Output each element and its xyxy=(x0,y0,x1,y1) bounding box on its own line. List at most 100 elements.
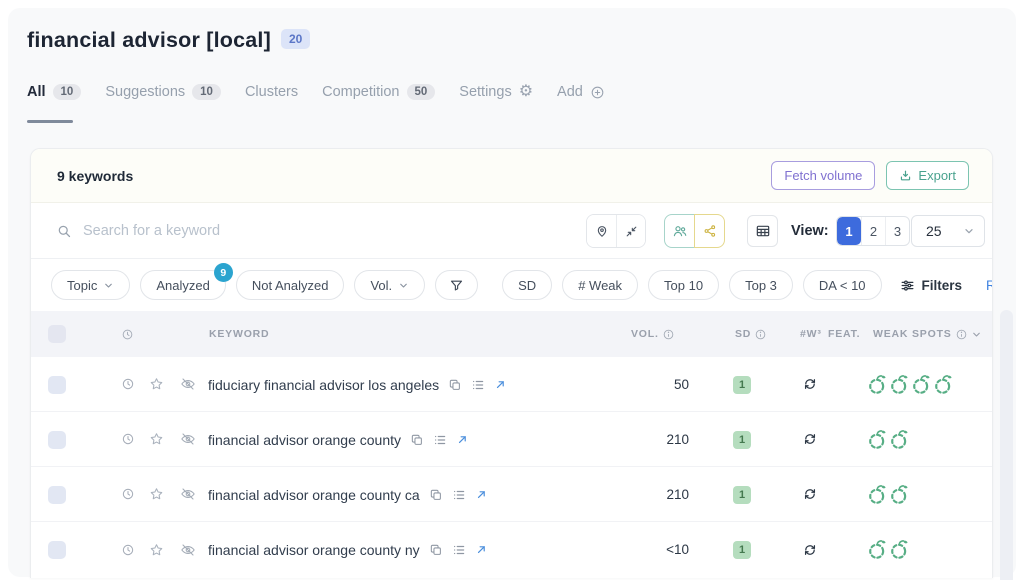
tab-all-label: All xyxy=(27,84,46,100)
copy-icon[interactable] xyxy=(429,488,443,502)
weak-spots-fruits xyxy=(867,412,910,467)
star-icon[interactable] xyxy=(149,542,164,557)
search-input[interactable] xyxy=(83,217,523,245)
view-option-1[interactable]: 1 xyxy=(837,217,861,245)
eye-off-icon[interactable] xyxy=(180,486,196,502)
vol-column-header[interactable]: VOL. xyxy=(631,311,674,357)
collapse-arrows-button[interactable] xyxy=(616,215,645,247)
filter-chip-weak[interactable]: # Weak xyxy=(562,270,639,300)
weak-spots-fruits xyxy=(867,357,954,412)
tab-clusters[interactable]: Clusters xyxy=(245,84,298,100)
tab-settings[interactable]: Settings ⚙ xyxy=(459,84,533,101)
people-button[interactable] xyxy=(664,214,695,248)
share-button[interactable] xyxy=(694,214,725,248)
fruit-icon xyxy=(869,375,886,394)
filter-chip-vol[interactable]: Vol. xyxy=(354,270,426,300)
tab-all-count: 10 xyxy=(52,84,82,100)
select-all-checkbox[interactable] xyxy=(48,325,66,343)
copy-icon[interactable] xyxy=(448,378,462,392)
chevron-down-icon xyxy=(398,280,409,291)
filter-chip-analyzed[interactable]: Analyzed 9 xyxy=(140,263,233,300)
tab-competition[interactable]: Competition 50 xyxy=(322,84,436,100)
fruit-icon xyxy=(869,540,886,559)
sliders-icon xyxy=(900,278,915,293)
keyword-text[interactable]: financial advisor orange county xyxy=(208,431,402,448)
export-button[interactable]: Export xyxy=(886,161,969,190)
serp-list-icon[interactable] xyxy=(452,543,466,557)
external-link-icon[interactable] xyxy=(475,488,488,501)
tab-add-label: Add xyxy=(557,84,583,100)
w3-column-header[interactable]: #W³ xyxy=(800,328,822,340)
fruit-icon xyxy=(935,375,952,394)
row-checkbox[interactable] xyxy=(48,486,66,504)
page-size-dropdown[interactable]: 25 xyxy=(911,215,985,247)
row-checkbox[interactable] xyxy=(48,541,66,559)
weak-spots-fruits xyxy=(867,467,910,522)
refresh-icon[interactable] xyxy=(803,377,817,391)
volume-value: <10 xyxy=(666,542,689,557)
analyzed-count-badge: 9 xyxy=(213,263,233,282)
tab-competition-count: 50 xyxy=(406,84,436,100)
volume-value: 50 xyxy=(673,377,689,392)
tab-settings-label: Settings xyxy=(459,84,512,100)
card-header: 9 keywords Fetch volume Export xyxy=(31,149,992,203)
table-view-button[interactable] xyxy=(747,215,778,247)
view-label: View: xyxy=(791,223,829,239)
weak-spots-column-header[interactable]: WEAK SPOTS xyxy=(873,311,982,357)
filter-chip-topic[interactable]: Topic xyxy=(51,270,131,300)
clock-icon[interactable] xyxy=(121,487,135,501)
filter-chip-not-analyzed[interactable]: Not Analyzed xyxy=(235,270,345,300)
external-link-icon[interactable] xyxy=(475,543,488,556)
eye-off-icon[interactable] xyxy=(180,376,196,392)
eye-off-icon[interactable] xyxy=(180,542,196,558)
search-toolbar: View: 1 2 3 25 xyxy=(31,203,992,259)
filter-chip-sd[interactable]: SD xyxy=(502,270,553,300)
refresh-icon[interactable] xyxy=(803,487,817,501)
keyword-text[interactable]: financial advisor orange county ca xyxy=(208,486,420,503)
filter-chip-da[interactable]: DA < 10 xyxy=(802,270,882,300)
funnel-filter-chip[interactable] xyxy=(435,270,479,300)
table-row: financial advisor orange county ca 210 1 xyxy=(31,467,992,522)
keyword-text[interactable]: financial advisor orange county ny xyxy=(208,541,420,558)
clock-icon[interactable] xyxy=(121,543,135,557)
location-pin-button[interactable] xyxy=(587,215,616,247)
serp-list-icon[interactable] xyxy=(471,378,485,392)
external-link-icon[interactable] xyxy=(494,378,507,391)
serp-list-icon[interactable] xyxy=(433,433,447,447)
view-option-3[interactable]: 3 xyxy=(885,217,909,245)
clock-icon[interactable] xyxy=(121,377,135,391)
tab-suggestions-count: 10 xyxy=(192,84,221,100)
keyword-column-header[interactable]: KEYWORD xyxy=(209,328,270,340)
tab-suggestions[interactable]: Suggestions 10 xyxy=(105,84,221,100)
clock-column-icon[interactable] xyxy=(121,311,134,357)
eye-off-icon[interactable] xyxy=(180,431,196,447)
row-checkbox[interactable] xyxy=(48,376,66,394)
clock-icon[interactable] xyxy=(121,432,135,446)
copy-icon[interactable] xyxy=(410,433,424,447)
sd-column-header[interactable]: SD xyxy=(735,311,766,357)
refresh-icon[interactable] xyxy=(803,543,817,557)
keyword-text[interactable]: fiduciary financial advisor los angeles xyxy=(208,376,440,393)
scrollbar[interactable] xyxy=(1000,310,1013,580)
chevron-down-icon xyxy=(103,280,114,291)
row-checkbox[interactable] xyxy=(48,431,66,449)
info-icon xyxy=(663,329,674,340)
fetch-volume-button[interactable]: Fetch volume xyxy=(771,161,876,190)
tab-all[interactable]: All 10 xyxy=(27,84,82,100)
tab-add[interactable]: Add xyxy=(557,84,605,100)
serp-list-icon[interactable] xyxy=(452,488,466,502)
feat-column-header[interactable]: FEAT. xyxy=(828,328,861,340)
view-option-2[interactable]: 2 xyxy=(861,217,885,245)
star-icon[interactable] xyxy=(149,487,164,502)
refresh-icon[interactable] xyxy=(803,432,817,446)
external-link-icon[interactable] xyxy=(456,433,469,446)
reset-button[interactable]: Reset xyxy=(986,278,992,293)
star-icon[interactable] xyxy=(149,432,164,447)
star-icon[interactable] xyxy=(149,377,164,392)
fruit-icon xyxy=(891,375,908,394)
copy-icon[interactable] xyxy=(429,543,443,557)
filter-chip-top3[interactable]: Top 3 xyxy=(729,270,793,300)
filters-button[interactable]: Filters xyxy=(900,278,962,293)
filter-chip-top10[interactable]: Top 10 xyxy=(648,270,720,300)
